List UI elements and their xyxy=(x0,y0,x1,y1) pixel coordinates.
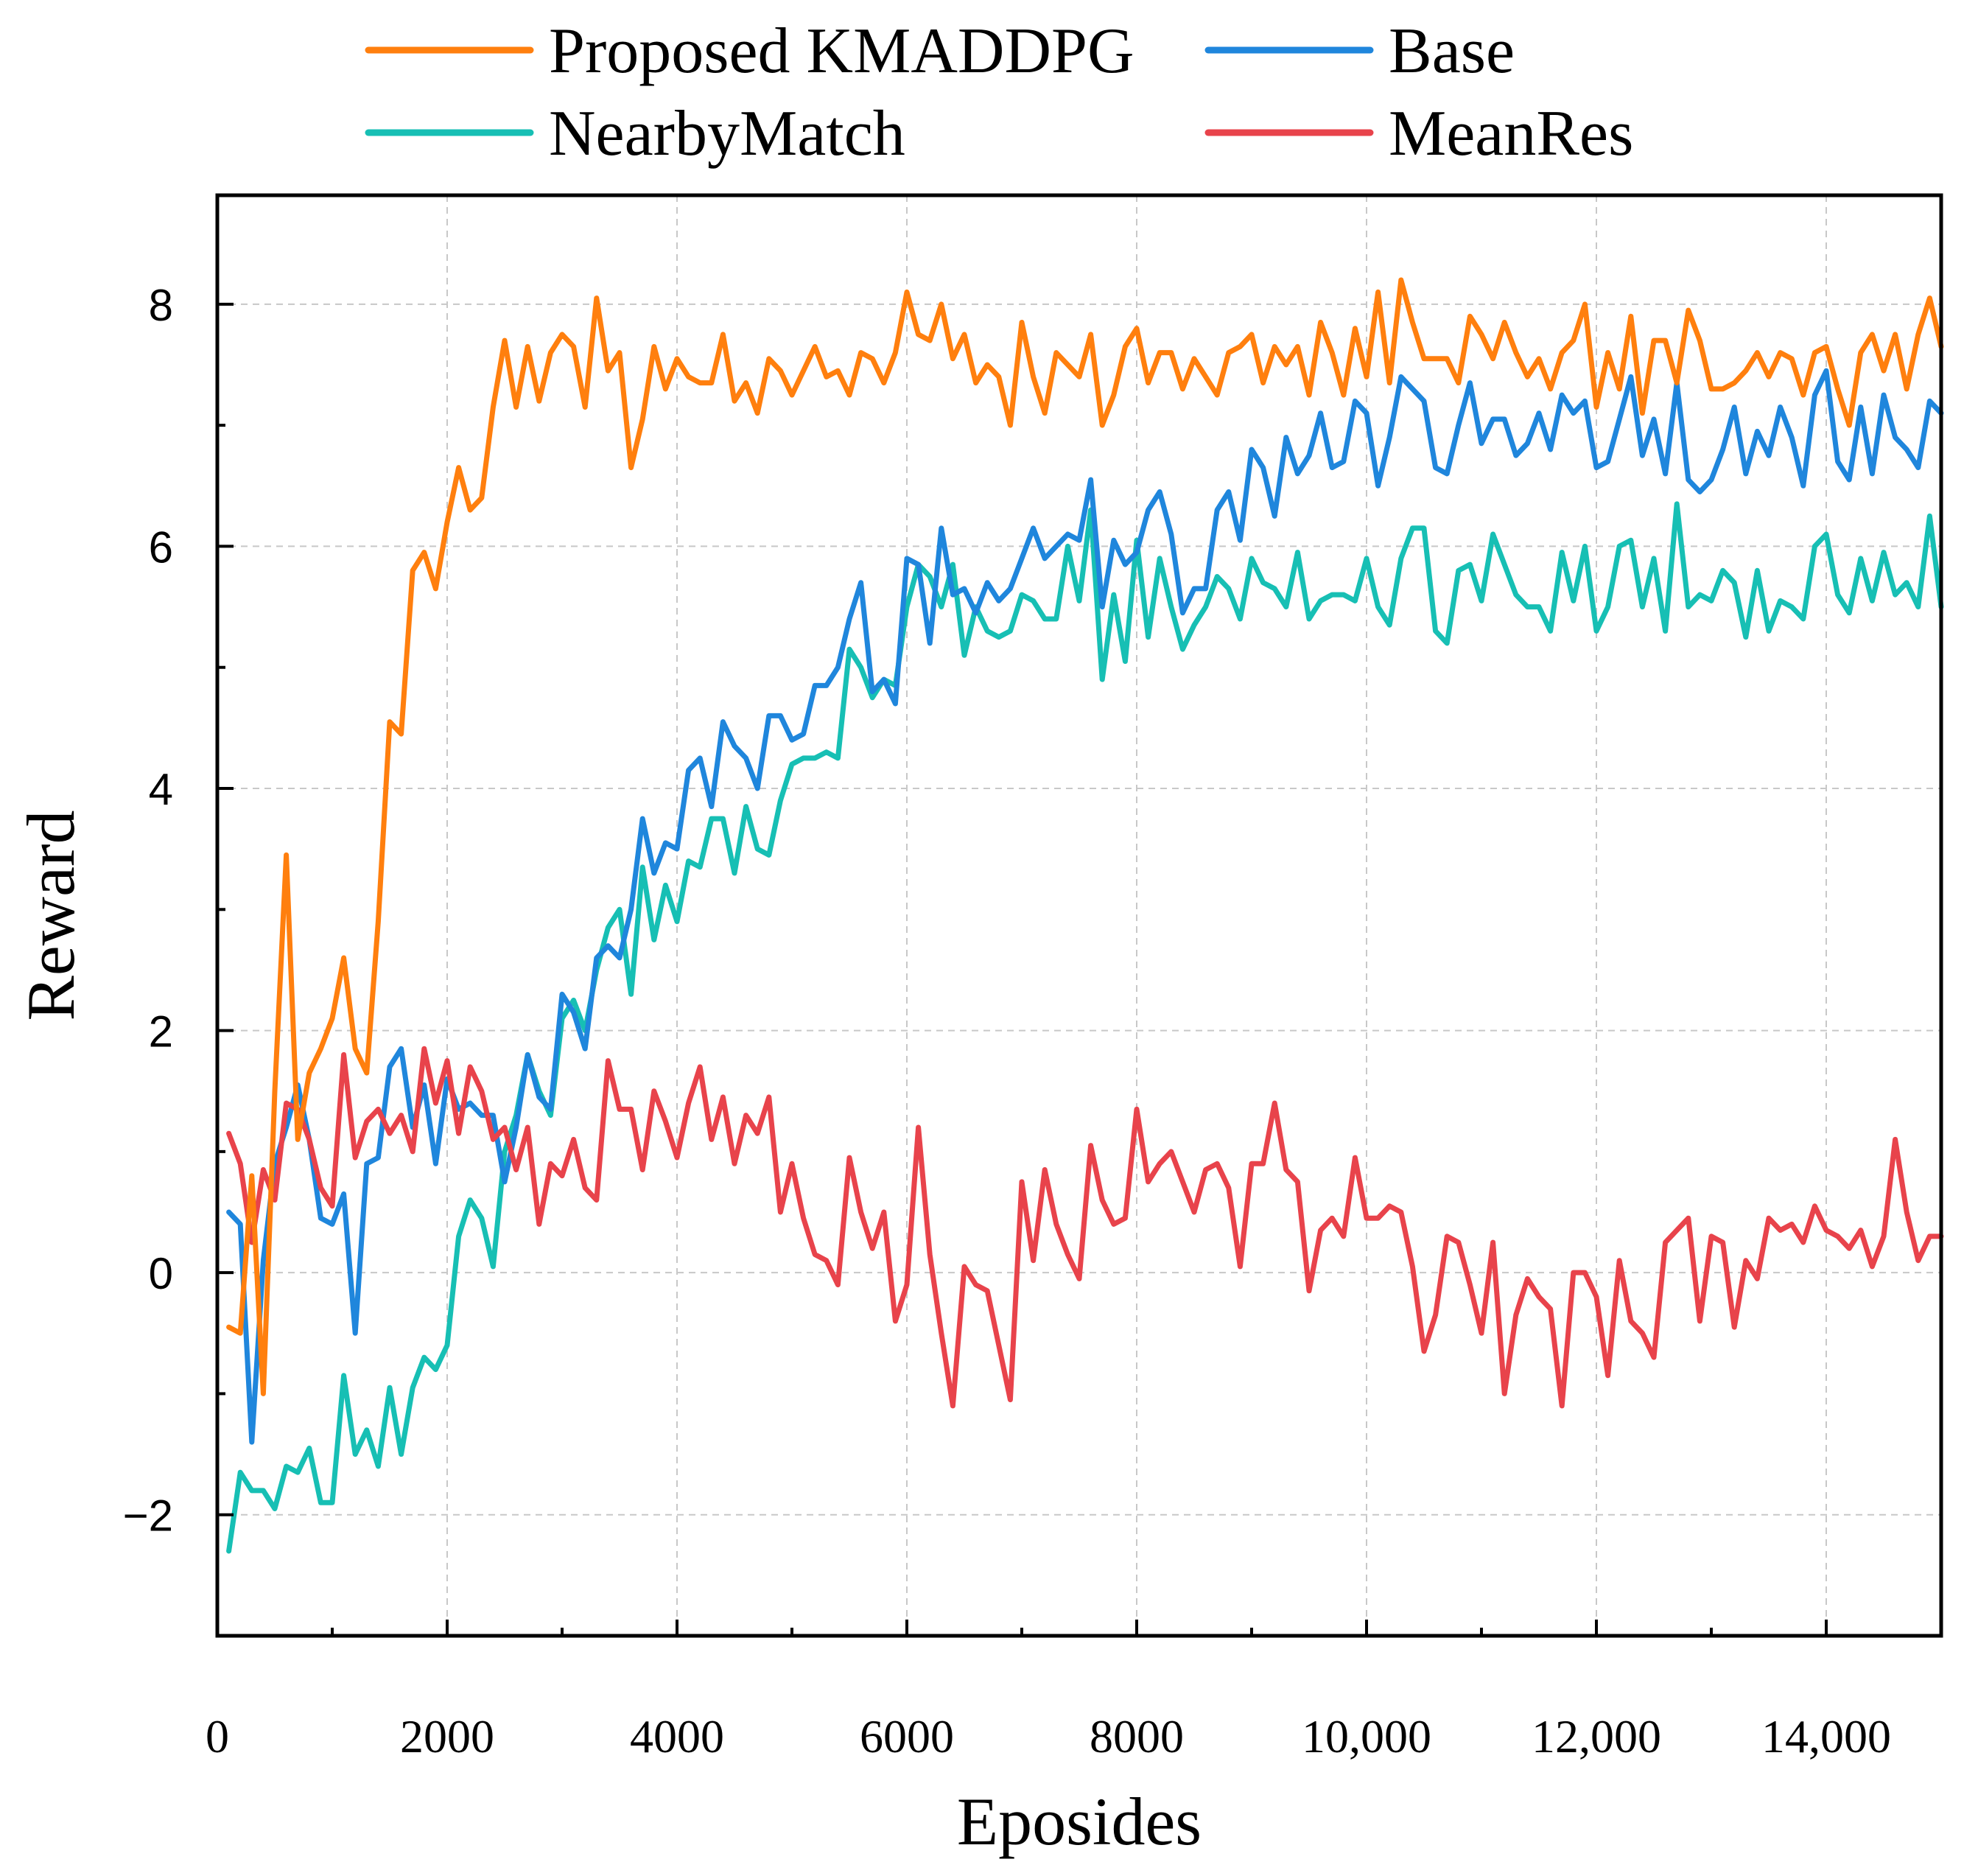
axis-ticks: 0 2000 4000 6000 8000 10,000 12,000 14,000 −2 0 2 4… xyxy=(123,281,1891,1763)
x-tick-label: 10,000 xyxy=(1302,1710,1431,1763)
x-tick-label: 8000 xyxy=(1090,1710,1184,1763)
series-line-base xyxy=(226,368,1944,1445)
series-line-proposed-kmaddpg xyxy=(226,277,1944,1396)
series-group xyxy=(226,277,1944,1554)
y-tick-label: 6 xyxy=(149,522,173,572)
y-tick-label: −2 xyxy=(123,1491,173,1541)
x-tick-label: 2000 xyxy=(400,1710,494,1763)
x-tick-label: 12,000 xyxy=(1532,1710,1661,1763)
legend-label: Base xyxy=(1389,15,1515,87)
y-tick-label: 0 xyxy=(149,1249,173,1298)
series-line-meanres xyxy=(226,1046,1944,1409)
plot-frame xyxy=(215,193,1943,1638)
legend: Proposed KMADDPG Base NearbyMatch MeanRes xyxy=(365,15,1633,169)
x-tick-label: 14,000 xyxy=(1761,1710,1891,1763)
x-tick-label: 6000 xyxy=(860,1710,954,1763)
legend-label: Proposed KMADDPG xyxy=(549,15,1134,87)
y-tick-label: 8 xyxy=(149,281,173,330)
x-axis-label: Eposides xyxy=(957,1784,1202,1859)
legend-label: NearbyMatch xyxy=(549,98,905,169)
x-tick-label: 0 xyxy=(206,1710,229,1763)
y-tick-label: 4 xyxy=(149,765,173,814)
y-axis-label: Reward xyxy=(13,810,88,1021)
x-tick-label: 4000 xyxy=(630,1710,724,1763)
series-line-nearbymatch xyxy=(226,501,1944,1554)
legend-label: MeanRes xyxy=(1389,98,1633,169)
y-tick-label: 2 xyxy=(149,1007,173,1057)
